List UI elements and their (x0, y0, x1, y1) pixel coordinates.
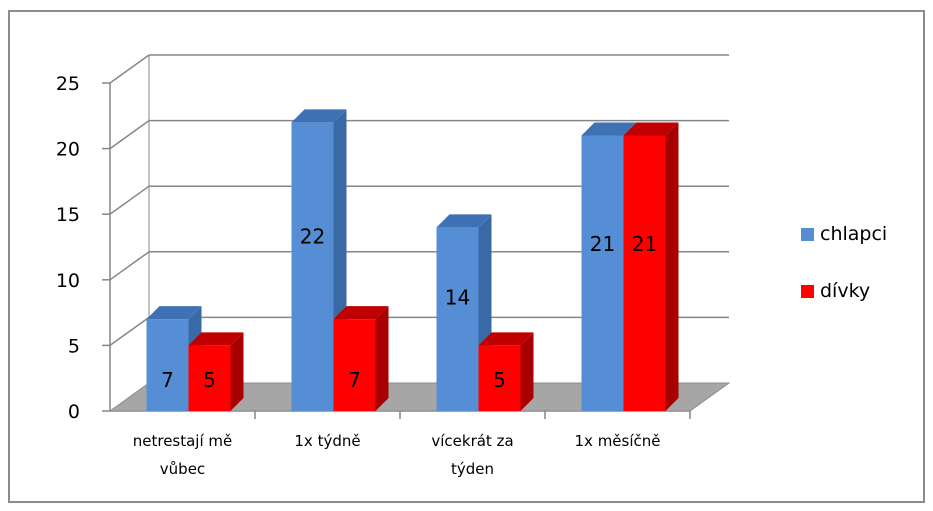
bar-front (623, 135, 666, 412)
bar-side (230, 332, 244, 411)
y-tick-label: 15 (56, 204, 80, 226)
bar-side (520, 332, 534, 411)
category-label: 1x měsíčně (575, 432, 661, 450)
data-label: 14 (445, 285, 470, 309)
bar: 5 (478, 332, 534, 411)
bar: 7 (333, 306, 389, 411)
bar-top (333, 306, 389, 320)
y-tick-label: 5 (68, 335, 80, 357)
data-label: 5 (203, 368, 216, 392)
bar: 7 (146, 306, 202, 411)
category-label: 1x týdně (294, 432, 360, 450)
bar-front (188, 345, 231, 411)
bar-side (665, 122, 679, 411)
bar: 5 (188, 332, 244, 411)
bar-top (291, 109, 347, 123)
y-axis-ticks: 0 5 10 15 20 25 (56, 73, 110, 423)
bar-front (478, 345, 521, 411)
gridline-side (109, 251, 150, 281)
bar-top (146, 306, 202, 320)
category-label-line: vícekrát za (431, 432, 513, 450)
gridline-side (109, 185, 150, 215)
legend: chlapci dívky (801, 223, 887, 302)
bar-front (291, 122, 334, 412)
bar-side (375, 306, 389, 411)
category-label-line: 1x měsíčně (575, 432, 661, 450)
category-label: netrestají mě vůbec (133, 432, 233, 478)
y-tick-label: 0 (68, 401, 80, 423)
data-label: 7 (161, 368, 174, 392)
data-label: 7 (348, 368, 361, 392)
bar-top (188, 332, 244, 346)
legend-swatch (801, 228, 814, 241)
legend-label: chlapci (820, 223, 887, 245)
gridline-side (109, 316, 150, 347)
data-label: 5 (493, 368, 506, 392)
category-label-line: vůbec (160, 460, 205, 478)
category-label-line: 1x týdně (294, 432, 360, 450)
bar-front (333, 319, 376, 411)
bar-front (581, 135, 624, 412)
y-tick-label: 25 (56, 73, 80, 95)
bar-front (436, 227, 479, 411)
y-tick-label: 20 (56, 139, 80, 161)
data-label: 21 (632, 232, 657, 256)
bar-front (146, 319, 189, 411)
bar-top (478, 332, 534, 346)
category-label-line: netrestají mě (133, 432, 233, 450)
category-label: vícekrát za týden (431, 432, 513, 478)
gridline-side (109, 54, 150, 84)
bar-top (581, 122, 637, 136)
category-label-line: týden (451, 460, 494, 478)
bar-top (436, 214, 492, 228)
legend-swatch (801, 285, 814, 298)
y-tick-label: 10 (56, 270, 80, 292)
legend-label: dívky (820, 280, 870, 302)
x-axis-labels: netrestají mě vůbec 1x týdně vícekrát za týd… (133, 411, 691, 478)
data-label: 22 (300, 225, 325, 249)
gridline-side (109, 119, 150, 150)
bar-top (623, 122, 679, 136)
bar: 21 (623, 122, 679, 412)
bars: 7 5 22 7 14 5 21 21 (146, 109, 679, 412)
data-label: 21 (590, 232, 615, 256)
